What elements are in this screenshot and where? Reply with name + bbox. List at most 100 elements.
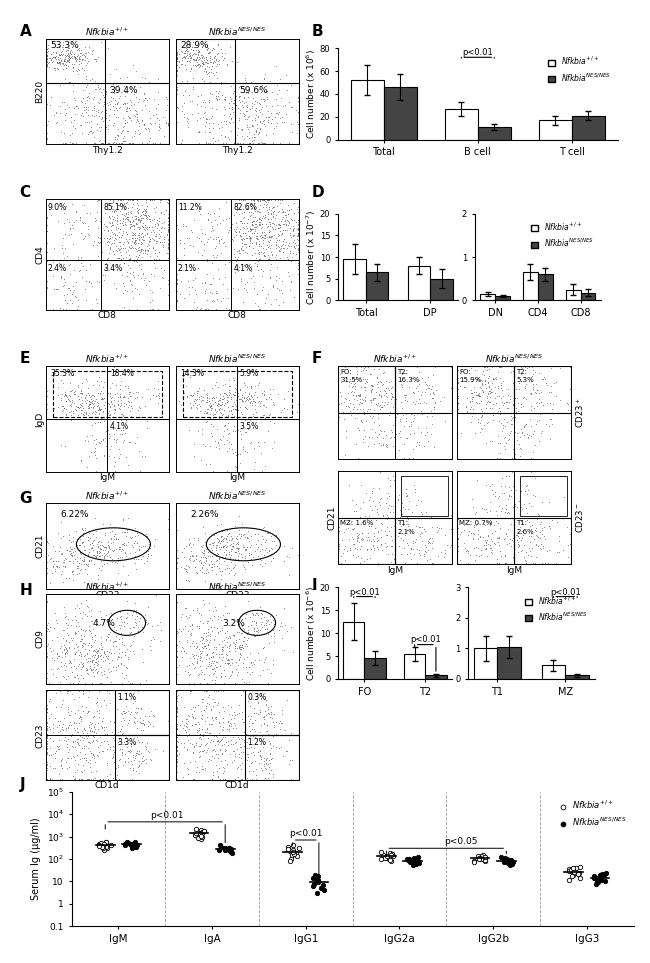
Point bbox=[74, 673, 85, 689]
Point bbox=[172, 659, 182, 674]
Point bbox=[133, 746, 143, 762]
Point bbox=[42, 665, 52, 681]
Point bbox=[115, 89, 125, 104]
Point bbox=[134, 211, 144, 226]
Point bbox=[388, 499, 398, 514]
Point bbox=[226, 528, 236, 543]
Point bbox=[184, 47, 194, 63]
Point bbox=[102, 629, 112, 644]
Point bbox=[86, 653, 97, 668]
Point bbox=[231, 428, 242, 443]
Point bbox=[287, 845, 297, 860]
Point bbox=[139, 116, 150, 131]
Point bbox=[50, 699, 60, 715]
Point bbox=[224, 549, 235, 564]
Point bbox=[96, 648, 106, 664]
Point bbox=[194, 123, 204, 139]
Point bbox=[103, 201, 114, 217]
Point bbox=[259, 71, 270, 87]
Point bbox=[187, 717, 197, 733]
Point bbox=[138, 655, 149, 670]
Point bbox=[224, 90, 235, 105]
Point bbox=[510, 451, 520, 466]
Point bbox=[492, 388, 502, 403]
Point bbox=[85, 396, 96, 411]
Point bbox=[236, 431, 246, 447]
Point bbox=[203, 690, 213, 705]
Point bbox=[192, 397, 202, 412]
Point bbox=[398, 405, 408, 421]
Point bbox=[365, 498, 376, 513]
Point bbox=[547, 402, 557, 417]
Point bbox=[376, 530, 387, 545]
Point bbox=[81, 80, 92, 95]
Point bbox=[271, 241, 281, 256]
Point bbox=[126, 704, 136, 719]
Point bbox=[153, 381, 163, 397]
Point bbox=[81, 387, 91, 403]
Point bbox=[73, 400, 84, 415]
Point bbox=[216, 665, 226, 681]
Point bbox=[204, 557, 214, 572]
Point bbox=[194, 56, 204, 71]
Point bbox=[223, 408, 233, 424]
Point bbox=[200, 226, 210, 242]
Point bbox=[241, 75, 252, 91]
Point bbox=[187, 617, 197, 633]
Point bbox=[58, 641, 69, 657]
Point bbox=[112, 121, 123, 137]
Point bbox=[49, 563, 60, 579]
Point bbox=[445, 521, 456, 536]
Point bbox=[113, 397, 124, 412]
Point bbox=[275, 218, 285, 233]
Point bbox=[199, 242, 209, 257]
Point bbox=[244, 674, 254, 690]
Point bbox=[96, 433, 106, 449]
Point bbox=[148, 221, 158, 237]
Point bbox=[411, 518, 421, 534]
Point bbox=[203, 40, 213, 56]
Point bbox=[218, 136, 228, 151]
Point bbox=[248, 218, 259, 233]
Point bbox=[113, 734, 124, 749]
Point bbox=[92, 122, 102, 138]
Point bbox=[229, 565, 240, 581]
Point bbox=[367, 391, 378, 406]
Point bbox=[263, 699, 274, 715]
Point bbox=[265, 240, 275, 255]
Point bbox=[99, 692, 110, 708]
Point bbox=[127, 277, 137, 293]
Point bbox=[485, 389, 495, 404]
Point bbox=[254, 251, 264, 267]
Point bbox=[77, 60, 87, 75]
Point bbox=[237, 236, 248, 251]
Point bbox=[243, 414, 254, 429]
Point bbox=[224, 565, 234, 581]
Point bbox=[247, 389, 257, 404]
Point bbox=[237, 771, 247, 787]
Point bbox=[497, 420, 508, 435]
Point bbox=[374, 387, 385, 403]
Point bbox=[476, 380, 486, 396]
Point bbox=[207, 562, 217, 578]
Point bbox=[480, 849, 491, 865]
Point bbox=[112, 217, 122, 232]
Point bbox=[339, 524, 349, 539]
Point bbox=[190, 286, 201, 301]
Point bbox=[287, 847, 297, 863]
Point bbox=[476, 421, 487, 436]
Point bbox=[110, 230, 120, 246]
Point bbox=[536, 536, 546, 552]
Point bbox=[197, 712, 207, 727]
Point bbox=[185, 396, 195, 411]
Point bbox=[541, 396, 552, 411]
Point bbox=[84, 759, 95, 774]
Point bbox=[174, 41, 184, 57]
Point bbox=[188, 411, 198, 427]
Point bbox=[354, 422, 365, 437]
Point bbox=[209, 728, 219, 743]
Point bbox=[118, 96, 128, 112]
Point bbox=[527, 487, 538, 503]
Point bbox=[68, 221, 78, 236]
Point bbox=[64, 48, 75, 64]
